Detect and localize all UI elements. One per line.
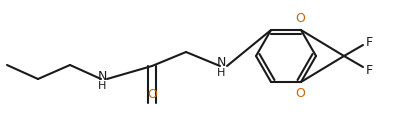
Text: H: H xyxy=(98,81,106,91)
Text: O: O xyxy=(147,88,157,101)
Text: F: F xyxy=(366,36,373,48)
Text: N: N xyxy=(97,70,107,83)
Text: H: H xyxy=(217,68,225,78)
Text: F: F xyxy=(366,64,373,77)
Text: N: N xyxy=(216,56,226,70)
Text: O: O xyxy=(295,87,305,100)
Text: O: O xyxy=(295,12,305,25)
